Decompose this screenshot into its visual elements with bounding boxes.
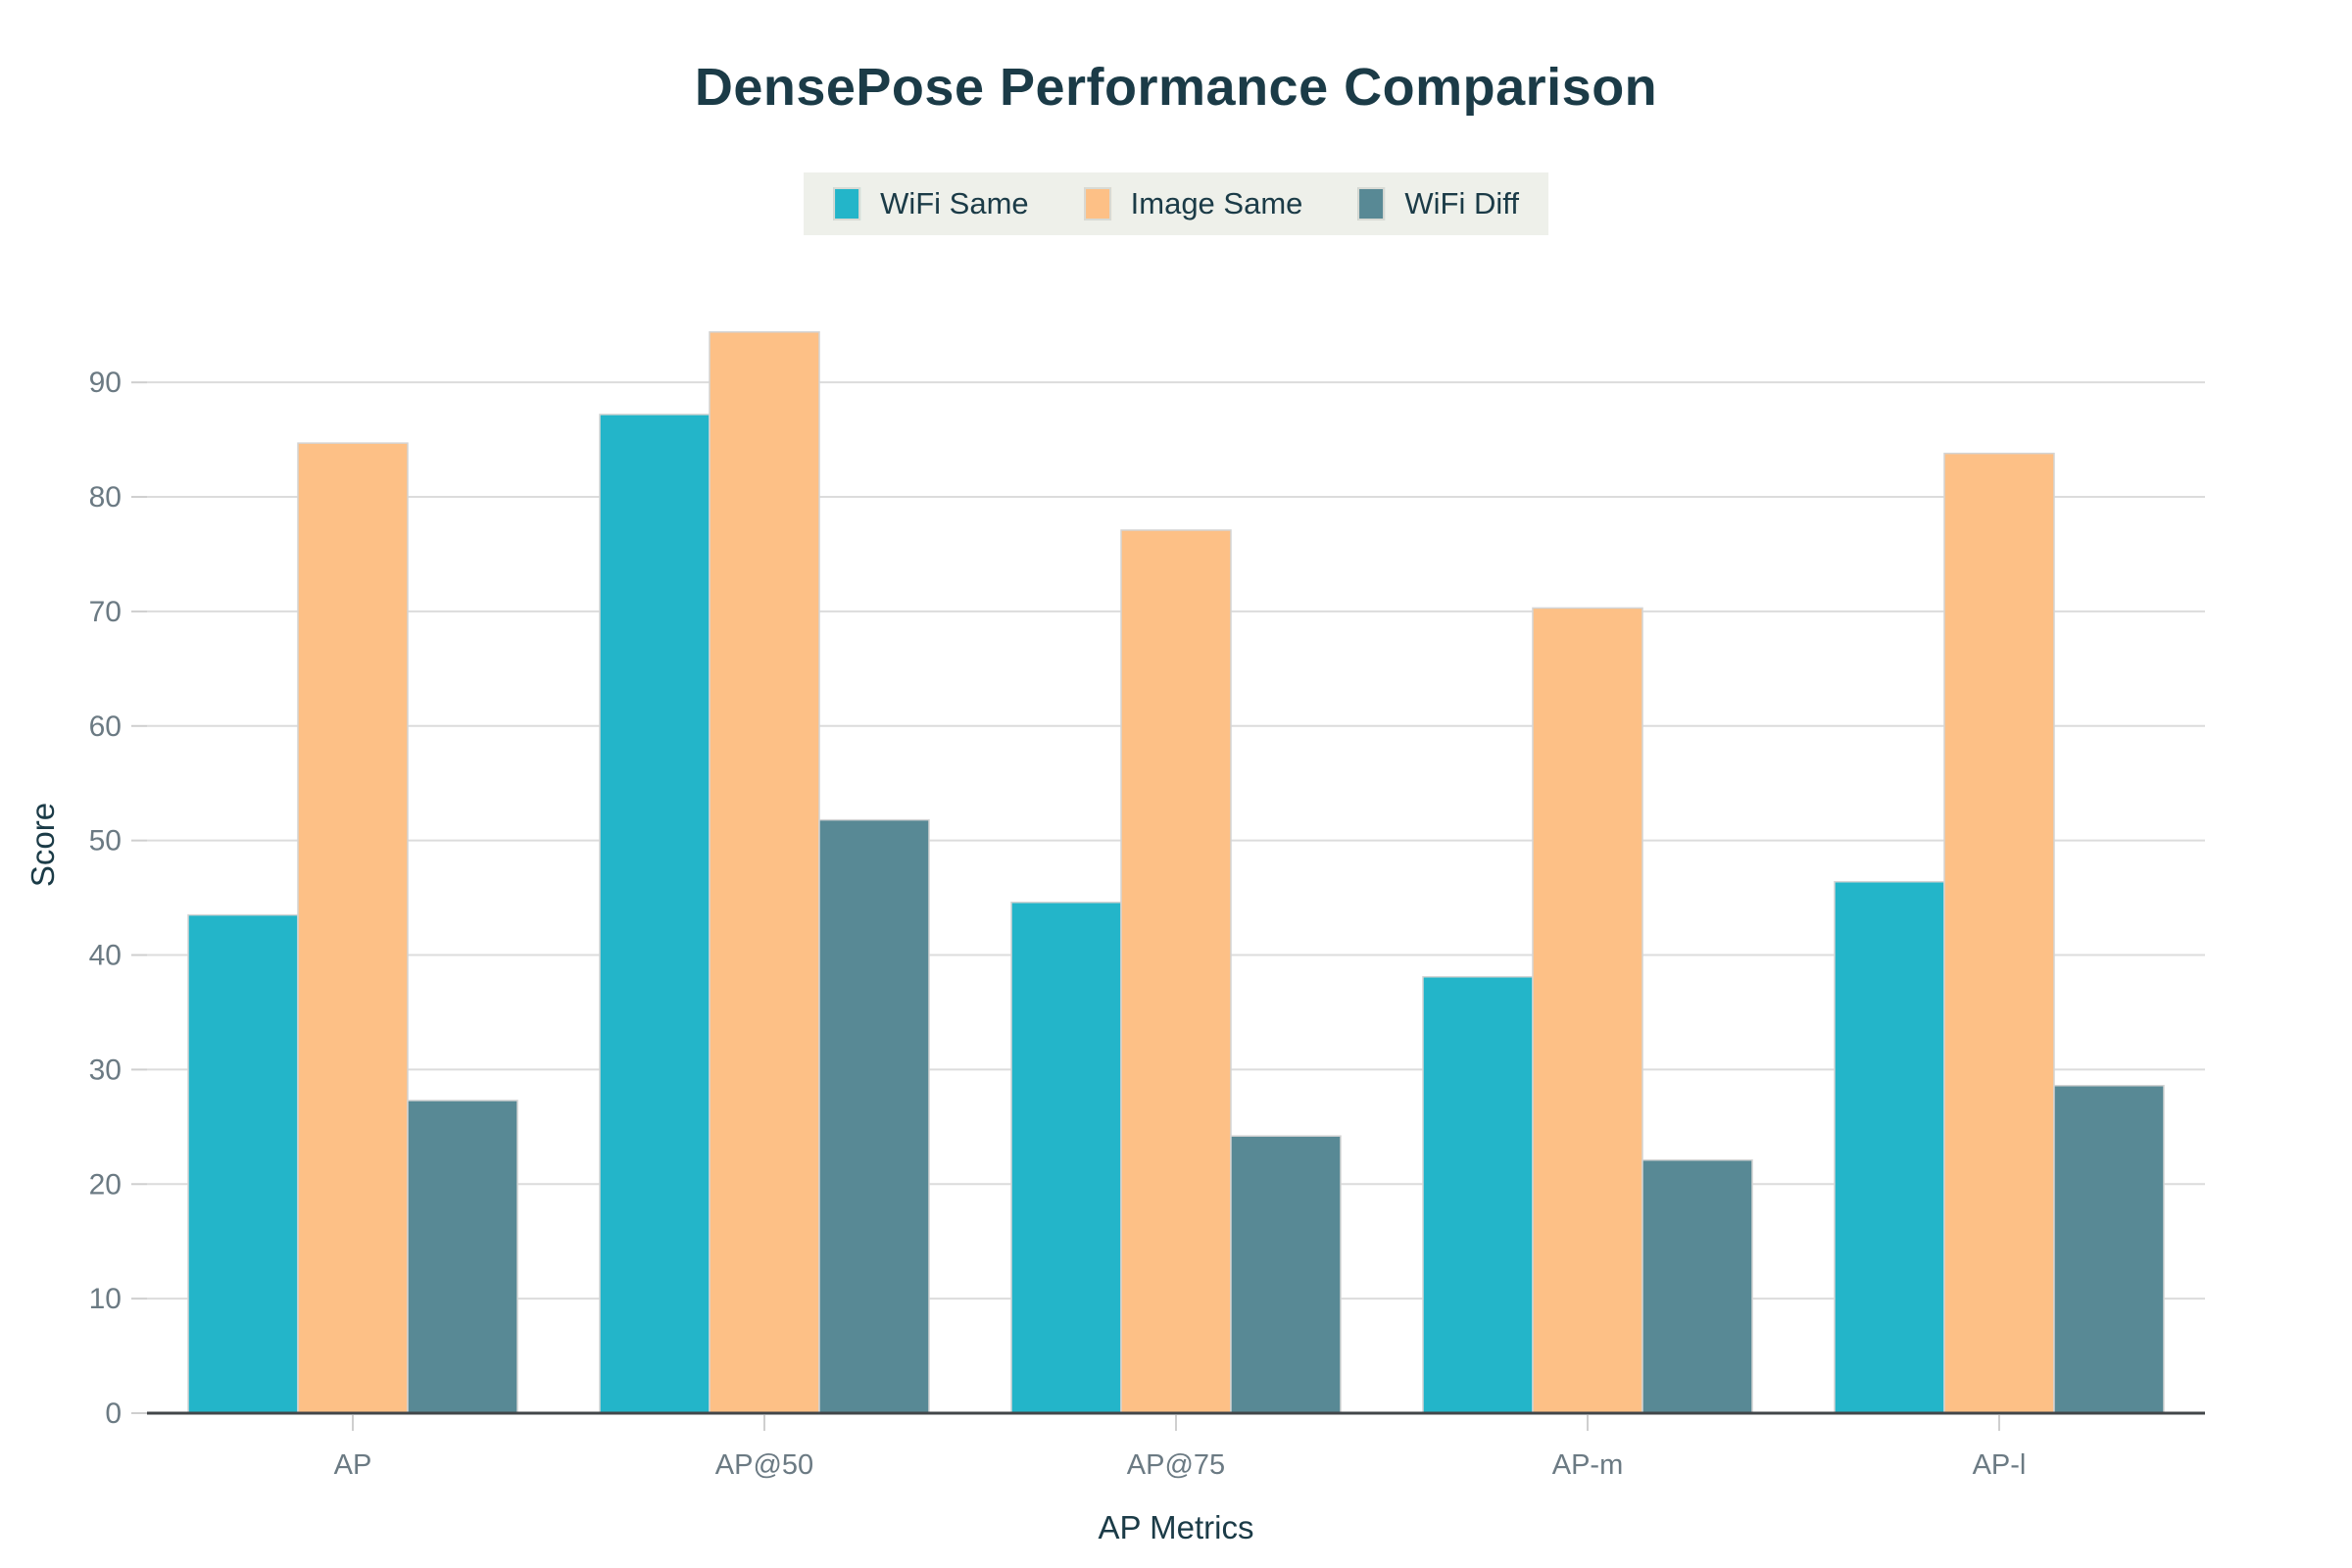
- x-axis-title: AP Metrics: [1098, 1509, 1254, 1545]
- bar-wifi-diff-ap-75: [1230, 1135, 1342, 1414]
- legend-item-wifi-same[interactable]: WiFi Same: [833, 186, 1029, 221]
- y-tick-label-30: 30: [89, 1054, 122, 1086]
- y-tick-label-50: 50: [89, 825, 122, 858]
- legend-label-wifi-diff: WiFi Diff: [1404, 186, 1519, 220]
- bar-wifi-diff-ap-50: [818, 818, 930, 1414]
- y-tick-label-40: 40: [89, 940, 122, 972]
- y-axis-title: Score: [24, 802, 61, 888]
- legend-swatch-wifi-same-icon: [833, 187, 861, 220]
- bar-image-same-ap-75: [1120, 529, 1232, 1414]
- legend-swatch-wifi-diff-icon: [1357, 187, 1386, 220]
- legend-label-wifi-same: WiFi Same: [880, 186, 1029, 220]
- x-tick-label-ap-l: AP-l: [1973, 1449, 2027, 1481]
- y-tick-label-10: 10: [89, 1283, 122, 1315]
- bar-wifi-same-ap-50: [599, 414, 710, 1414]
- legend-swatch-image-same-icon: [1083, 187, 1111, 220]
- x-tick-label-ap: AP: [334, 1449, 372, 1481]
- legend-item-image-same[interactable]: Image Same: [1083, 186, 1303, 221]
- legend: WiFi Same Image Same WiFi Diff: [804, 172, 1548, 235]
- y-tick-label-60: 60: [89, 710, 122, 743]
- y-tick-label-0: 0: [105, 1397, 122, 1430]
- bar-wifi-same-ap-75: [1010, 902, 1122, 1414]
- y-tick-label-20: 20: [89, 1168, 122, 1200]
- bar-wifi-diff-ap-l: [2053, 1085, 2165, 1414]
- x-tick-label-ap-75: AP@75: [1127, 1449, 1225, 1481]
- y-tick-label-80: 80: [89, 481, 122, 514]
- bar-image-same-ap: [297, 442, 409, 1414]
- legend-label-image-same: Image Same: [1130, 186, 1303, 220]
- bar-wifi-same-ap-m: [1422, 975, 1534, 1414]
- bar-image-same-ap-l: [1943, 452, 2055, 1414]
- bar-wifi-diff-ap-m: [1642, 1158, 1753, 1414]
- bar-wifi-same-ap: [187, 913, 299, 1414]
- y-tick-label-70: 70: [89, 596, 122, 628]
- bar-image-same-ap-m: [1532, 607, 1643, 1414]
- bar-wifi-same-ap-l: [1834, 880, 1945, 1414]
- x-tick-label-ap-m: AP-m: [1552, 1449, 1624, 1481]
- bar-wifi-diff-ap: [407, 1100, 518, 1414]
- legend-item-wifi-diff[interactable]: WiFi Diff: [1357, 186, 1519, 221]
- chart-title: DensePose Performance Comparison: [694, 58, 1658, 117]
- y-tick-label-90: 90: [89, 367, 122, 399]
- x-tick-label-ap-50: AP@50: [715, 1449, 813, 1481]
- bar-image-same-ap-50: [709, 331, 820, 1414]
